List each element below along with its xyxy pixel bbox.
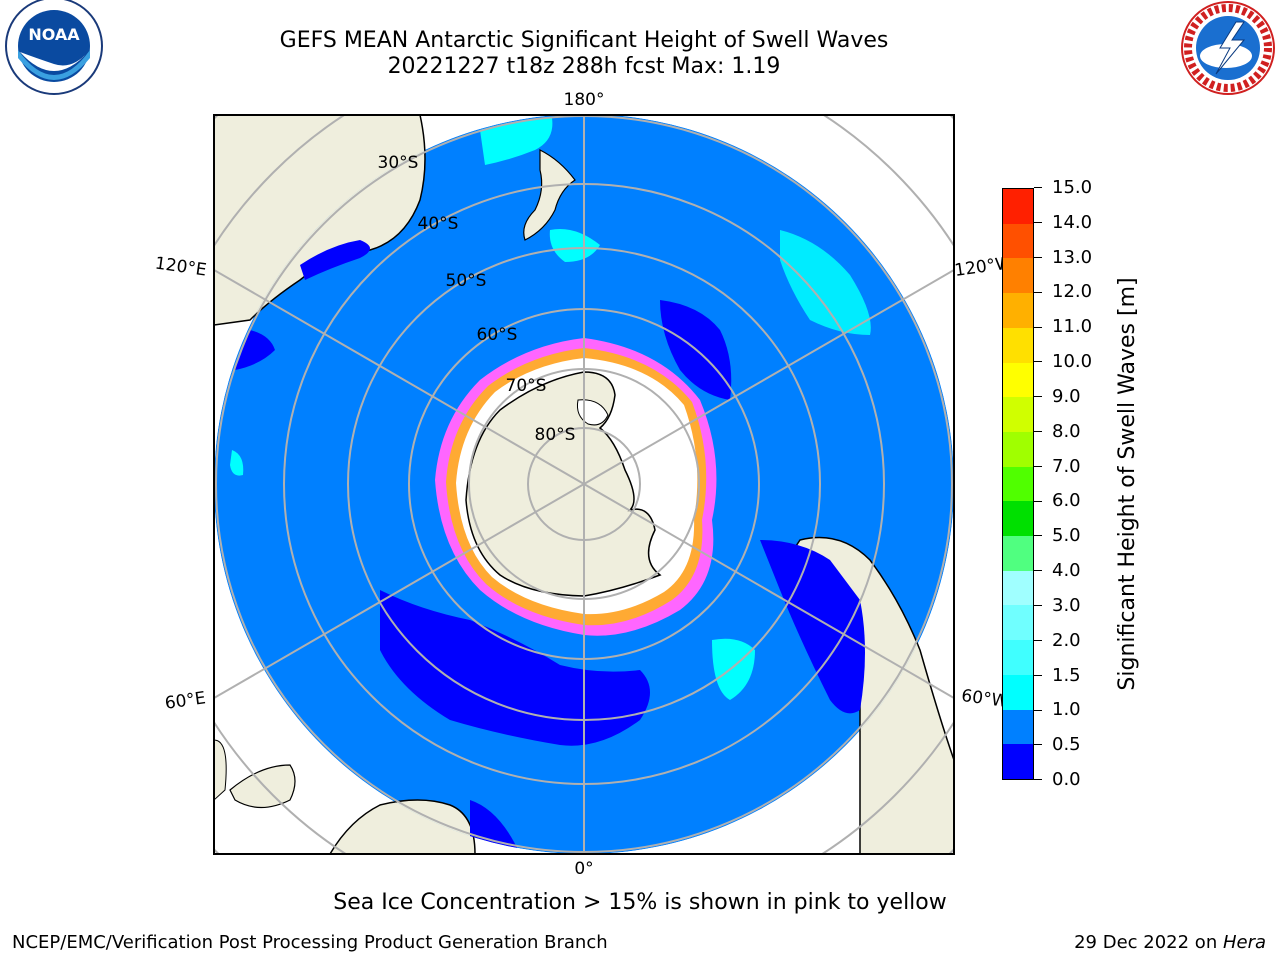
low-swell-region-australia-coast xyxy=(235,330,275,370)
lon-label-120e: 120°E xyxy=(154,254,208,281)
footer-host: Hera xyxy=(1222,932,1266,953)
colorbar-segment xyxy=(1003,570,1033,606)
colorbar-tick-label: 12.0 xyxy=(1052,281,1093,303)
colorbar-segment xyxy=(1003,431,1033,467)
colorbar-tick-label: 11.0 xyxy=(1052,316,1093,338)
colorbar-label: Significant Height of Swell Waves [m] xyxy=(1115,277,1140,691)
colorbar-tick-label: 1.0 xyxy=(1052,699,1081,721)
colorbar-tick xyxy=(1034,674,1042,676)
land-new-zealand xyxy=(523,149,576,241)
meridian-120e-60w xyxy=(214,269,954,699)
colorbar-tick-label: 15.0 xyxy=(1052,177,1093,198)
noaa-logo-icon: NOAA xyxy=(5,0,103,95)
colorbar-tick-label: 7.0 xyxy=(1052,455,1081,477)
lat-label-30s: 30°S xyxy=(378,153,419,173)
colorbar-tick xyxy=(1034,291,1042,293)
land-small-island xyxy=(229,764,296,809)
colorbar-tick xyxy=(1034,222,1042,224)
colorbar-tick-label: 14.0 xyxy=(1052,211,1093,233)
colorbar-segment xyxy=(1003,258,1033,294)
lat-label-60s: 60°S xyxy=(477,325,518,345)
swell-cyan-tasman xyxy=(480,118,553,165)
colorbar-tick xyxy=(1034,744,1042,746)
colorbar-tick xyxy=(1034,570,1042,572)
lon-label-0: 0° xyxy=(574,859,593,879)
footer-date-text: 29 Dec 2022 on xyxy=(1074,932,1223,953)
land-madagascar xyxy=(214,739,227,801)
colorbar-tick xyxy=(1034,535,1042,537)
colorbar-segment xyxy=(1003,362,1033,398)
colorbar-segment xyxy=(1003,223,1033,259)
lon-label-60e: 60°E xyxy=(164,688,207,713)
colorbar-tick-label: 9.0 xyxy=(1052,385,1081,407)
colorbar-tick xyxy=(1034,326,1042,328)
colorbar-tick-label: 1.5 xyxy=(1052,664,1081,686)
nws-logo-icon xyxy=(1181,1,1275,95)
colorbar xyxy=(1002,188,1034,780)
colorbar-tick xyxy=(1034,361,1042,363)
colorbar-tick-label: 6.0 xyxy=(1052,490,1081,512)
low-swell-region-indian xyxy=(380,590,650,746)
colorbar-tick-label: 13.0 xyxy=(1052,246,1093,268)
colorbar-tick-label: 2.0 xyxy=(1052,629,1081,651)
colorbar-segment xyxy=(1003,709,1033,745)
colorbar-tick-label: 0.0 xyxy=(1052,769,1081,790)
sea-ice-note: Sea Ice Concentration > 15% is shown in … xyxy=(333,890,947,915)
colorbar-tick xyxy=(1034,431,1042,432)
footer-date: 29 Dec 2022 on Hera xyxy=(1074,932,1266,953)
colorbar-segment xyxy=(1003,189,1033,224)
lon-label-180: 180° xyxy=(564,90,605,110)
colorbar-tick-label: 5.0 xyxy=(1052,525,1081,547)
colorbar-segment xyxy=(1003,397,1033,432)
plot-title-line-1: GEFS MEAN Antarctic Significant Height o… xyxy=(279,28,889,53)
colorbar-tick xyxy=(1034,605,1042,607)
colorbar-tick xyxy=(1034,187,1042,189)
low-swell-region-atlantic xyxy=(760,540,865,714)
colorbar-tick-label: 3.0 xyxy=(1052,594,1081,616)
footer-credit: NCEP/EMC/Verification Post Processing Pr… xyxy=(12,932,608,953)
colorbar-tick xyxy=(1034,256,1042,258)
colorbar-segment xyxy=(1003,674,1033,710)
colorbar-segment xyxy=(1003,744,1033,779)
colorbar-tick-label: 8.0 xyxy=(1052,420,1081,442)
colorbar-tick xyxy=(1034,465,1042,467)
colorbar-segment xyxy=(1003,605,1033,641)
lat-label-50s: 50°S xyxy=(446,271,487,291)
map-frame xyxy=(213,114,955,855)
colorbar-tick xyxy=(1034,500,1042,502)
plot-title-line-2: 20221227 t18z 288h fcst Max: 1.19 xyxy=(387,54,781,79)
colorbar-tick xyxy=(1034,779,1042,781)
swell-cyan-south-atlantic xyxy=(712,638,755,700)
lat-label-70s: 70°S xyxy=(506,376,547,396)
colorbar-segment xyxy=(1003,293,1033,328)
colorbar-tick xyxy=(1034,709,1042,711)
swell-cyan-south-pacific xyxy=(780,230,871,335)
colorbar-tick-label: 0.5 xyxy=(1052,734,1081,756)
svg-text:NOAA: NOAA xyxy=(28,25,80,44)
colorbar-tick xyxy=(1034,639,1042,641)
colorbar-tick xyxy=(1034,396,1042,398)
lat-label-40s: 40°S xyxy=(418,214,459,234)
lat-label-80s: 80°S xyxy=(535,425,576,445)
colorbar-segment xyxy=(1003,466,1033,502)
colorbar-segment xyxy=(1003,327,1033,363)
colorbar-tick-label: 10.0 xyxy=(1052,351,1093,373)
colorbar-segment xyxy=(1003,640,1033,675)
colorbar-tick-label: 4.0 xyxy=(1052,560,1081,582)
colorbar-segment xyxy=(1003,501,1033,537)
colorbar-segment xyxy=(1003,536,1033,571)
